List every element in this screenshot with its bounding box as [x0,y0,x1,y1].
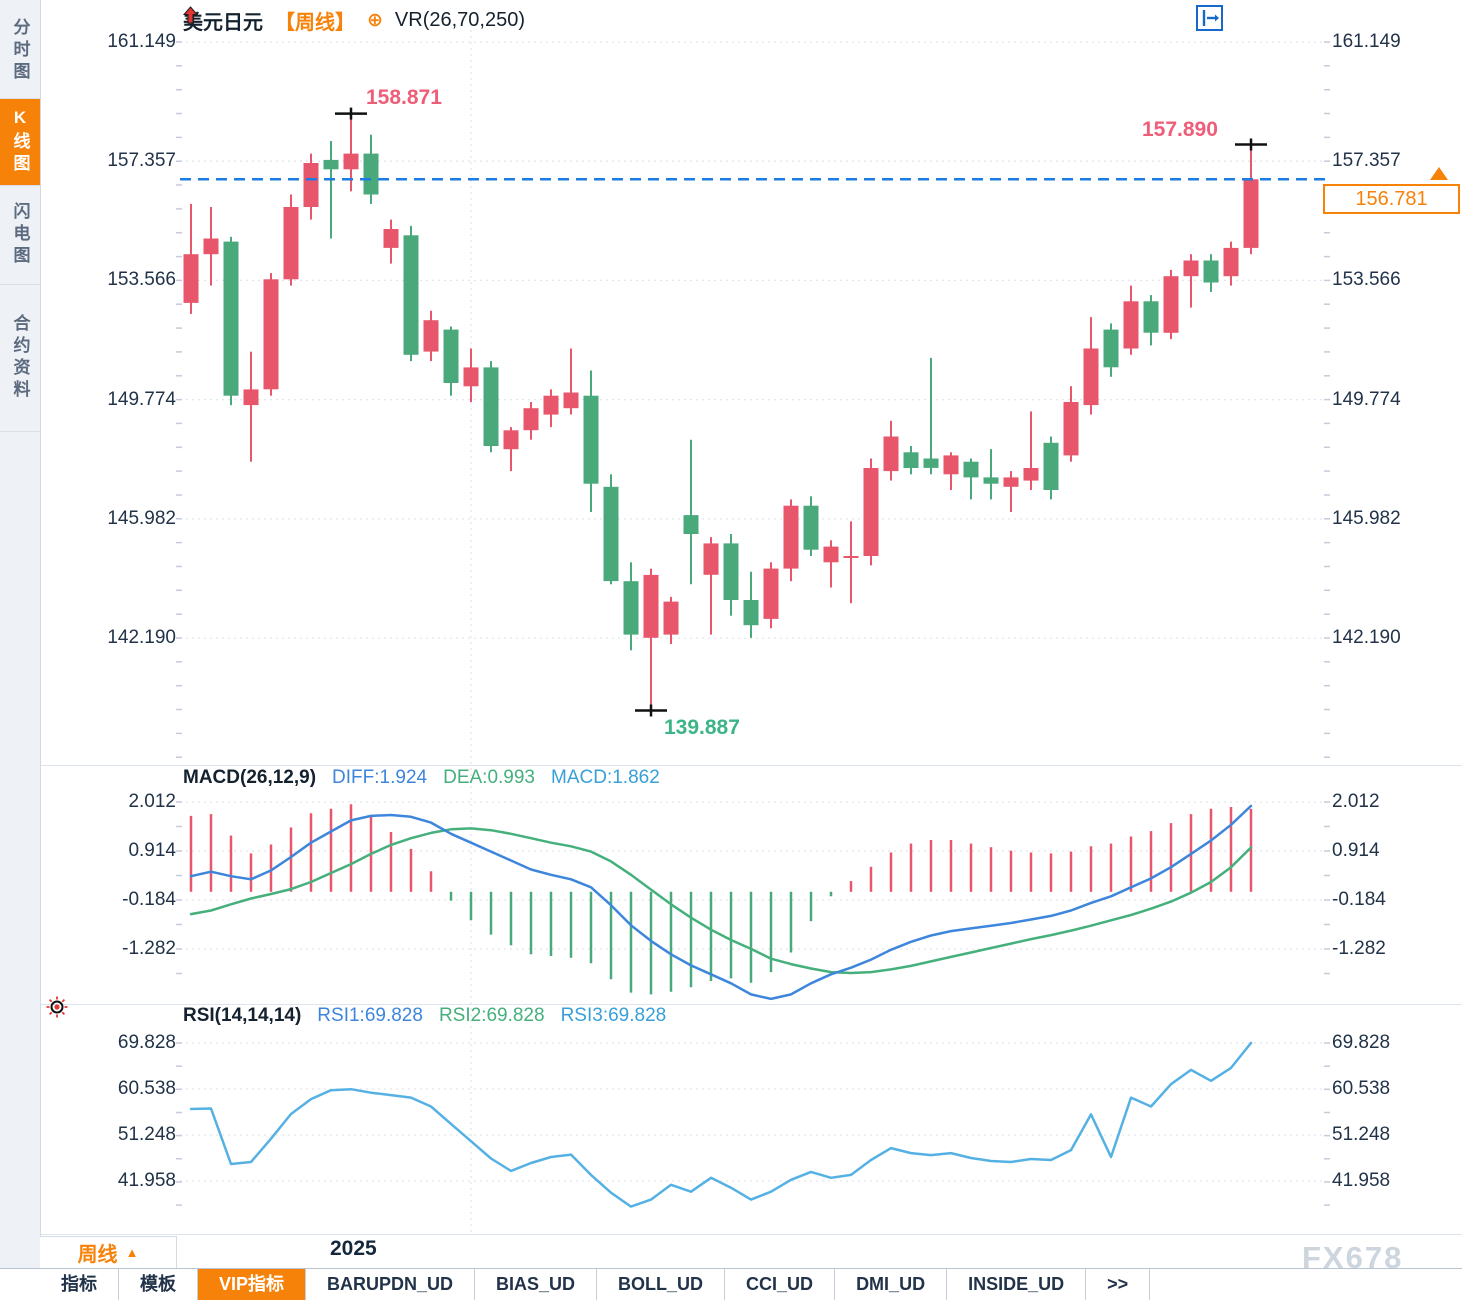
pane-separator [40,1234,1462,1235]
axis-label: 41.958 [117,1170,176,1191]
swing-high-annotation: 158.871 [366,86,442,109]
axis-label: 2.012 [128,791,176,812]
sidebar-item-label: 闪电图 [10,202,30,268]
tabbar-divider [0,1268,1462,1269]
axis-label: 161.149 [107,31,176,52]
axis-label: 142.190 [1332,627,1401,649]
axis-label: 69.828 [1332,1032,1391,1053]
axis-label: 60.538 [1332,1078,1391,1099]
main-chart-header: 美元日元 【周线】 ⊕ VR(26,70,250) [183,6,525,35]
bottom-tab-[interactable]: 指标 [40,1269,119,1300]
bottom-tab-dmi_ud[interactable]: DMI_UD [835,1269,948,1300]
axis-label: 161.149 [1332,31,1401,52]
bottom-tab-barupdn_ud[interactable]: BARUPDN_UD [306,1269,476,1300]
price-up-triangle-icon [1430,167,1448,180]
sidebar-item-candlestick-chart[interactable]: K线图 [0,99,40,186]
sidebar-item-contract-info[interactable]: 合约资料 [0,285,40,432]
timeframe-selector[interactable]: 周线 ▲ [40,1236,177,1269]
indicator-target-icon[interactable] [45,995,69,1019]
sidebar-item-timeline-chart[interactable]: 分时图 [0,4,40,99]
axis-label: 153.566 [107,269,176,291]
macd-diff-value: DIFF:1.924 [332,767,428,788]
axis-label: 145.982 [1332,507,1401,529]
axis-label: 157.357 [1332,150,1401,172]
bottom-tab-[interactable]: 模板 [119,1269,198,1300]
axis-label: -1.282 [1332,937,1386,959]
macd-panel-header: MACD(26,12,9) DIFF:1.924 DEA:0.993 MACD:… [183,767,660,789]
bottom-tab-boll_ud[interactable]: BOLL_UD [597,1269,726,1300]
rsi-panel-header: RSI(14,14,14) RSI1:69.828 RSI2:69.828 RS… [183,1005,666,1027]
sidebar: 分时图 K线图 闪电图 合约资料 [0,0,41,1269]
axis-label: 149.774 [107,388,176,410]
axis-label: 153.566 [1332,269,1401,291]
axis-label: 149.774 [1332,388,1401,410]
axis-label: 0.914 [1332,839,1380,861]
recent-high-annotation: 157.890 [1142,118,1218,141]
axis-label: 60.538 [117,1078,176,1099]
timeframe-arrow-icon: ▲ [125,1245,139,1260]
axis-label: 51.248 [117,1124,176,1145]
current-price-badge: 156.781 [1323,184,1460,214]
pane-separator [40,1004,1462,1005]
axis-label: 51.248 [1332,1124,1391,1145]
indicator-tab-bar: 指标 模板 VIP指标 BARUPDN_UD BIAS_UD BOLL_UD CCI_UD D… [40,1269,1151,1300]
axis-label: 0.914 [128,839,176,861]
rsi2-value: RSI2:69.828 [438,1005,545,1026]
timeframe-selector-label: 周线 [77,1244,118,1266]
add-indicator-icon[interactable]: ⊕ [367,10,383,31]
up-arrow-icon [183,6,198,24]
sidebar-item-label: 合约资料 [10,314,30,402]
symbol-title: 美元日元 [183,12,263,34]
bottom-tab-cci_ud[interactable]: CCI_UD [725,1269,836,1300]
bottom-tab-inside_ud[interactable]: INSIDE_UD [947,1269,1087,1300]
rsi-title: RSI(14,14,14) [183,1005,302,1026]
bottom-tab-bias_ud[interactable]: BIAS_UD [475,1269,598,1300]
timeframe-label: 【周线】 [275,12,355,34]
bottom-tab-vip[interactable]: VIP指标 [198,1269,307,1300]
overlay-indicator-label: VR(26,70,250) [394,9,525,31]
sidebar-item-label: 分时图 [10,18,30,84]
axis-label: 142.190 [107,627,176,649]
axis-label: 2.012 [1332,791,1380,812]
rsi3-value: RSI3:69.828 [560,1005,667,1026]
sidebar-item-lightning-chart[interactable]: 闪电图 [0,186,40,285]
macd-value: MACD:1.862 [551,767,660,788]
rsi1-value: RSI1:69.828 [317,1005,423,1026]
axis-label: -1.282 [122,937,176,959]
axis-label: 145.982 [107,507,176,529]
axis-label: 69.828 [117,1032,176,1053]
axis-label: -0.184 [122,888,176,910]
macd-title: MACD(26,12,9) [183,767,317,788]
swing-low-annotation: 139.887 [664,716,740,739]
axis-label: 41.958 [1332,1170,1391,1191]
sidebar-item-label: K线图 [10,108,30,176]
pane-separator [40,765,1462,766]
jump-latest-icon[interactable] [1196,5,1223,31]
macd-dea-value: DEA:0.993 [443,767,535,788]
axis-label: 157.357 [107,150,176,172]
watermark: FX678 [1302,1240,1404,1275]
axis-label: -0.184 [1332,888,1386,910]
bottom-tab-[interactable]: >> [1086,1269,1151,1300]
x-axis-year-label: 2025 [330,1237,377,1260]
